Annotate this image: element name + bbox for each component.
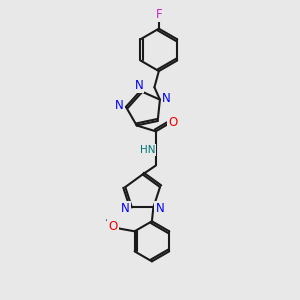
Text: F: F [155,8,162,21]
Text: N: N [134,79,143,92]
Text: N: N [115,99,124,112]
Text: N: N [155,202,164,215]
Text: O: O [108,220,118,233]
Text: HN: HN [140,145,155,155]
Text: N: N [121,202,130,215]
Text: N: N [162,92,171,105]
Text: O: O [169,116,178,129]
